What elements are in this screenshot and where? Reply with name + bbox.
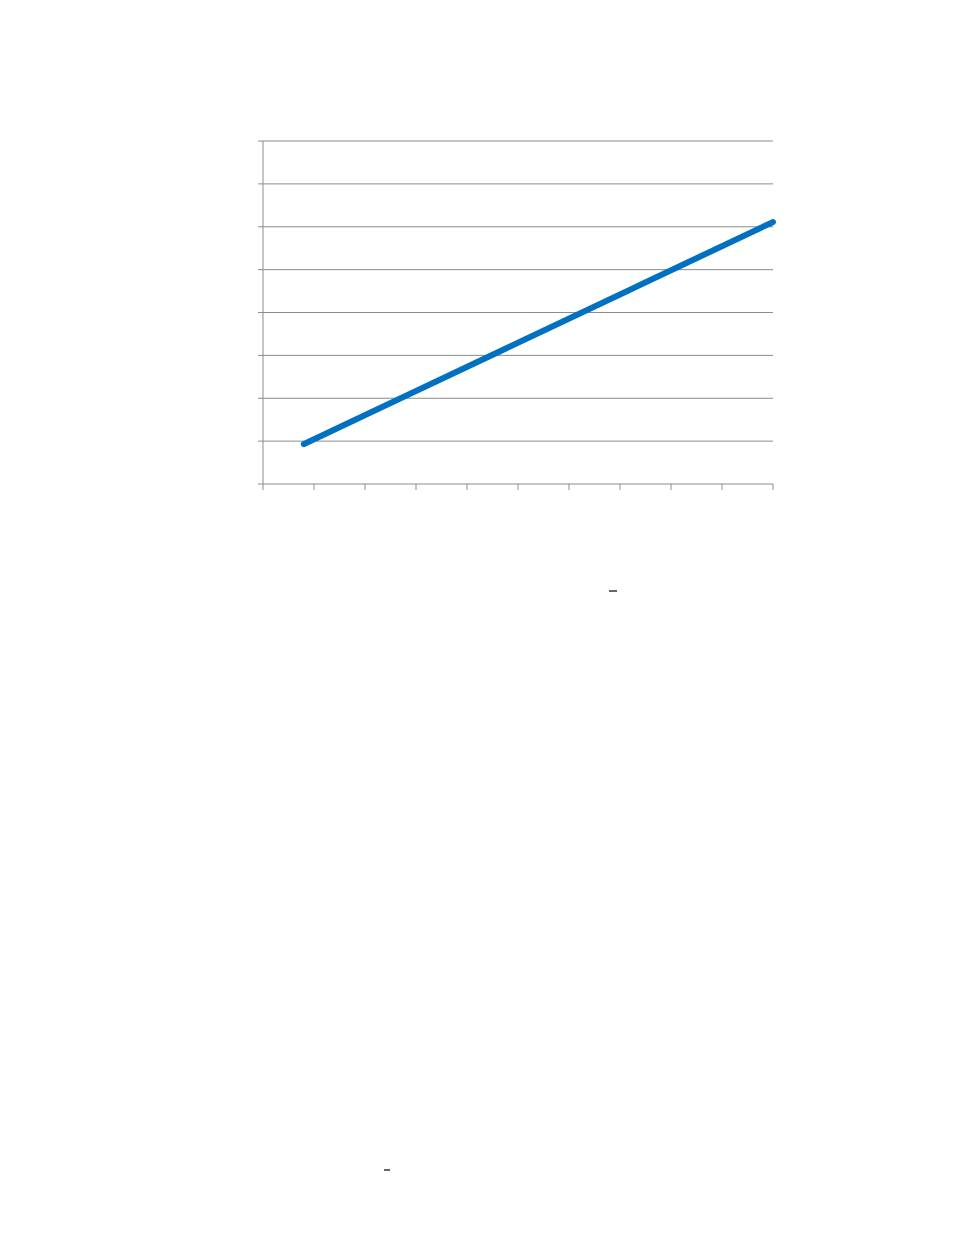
data-line bbox=[300, 219, 776, 448]
